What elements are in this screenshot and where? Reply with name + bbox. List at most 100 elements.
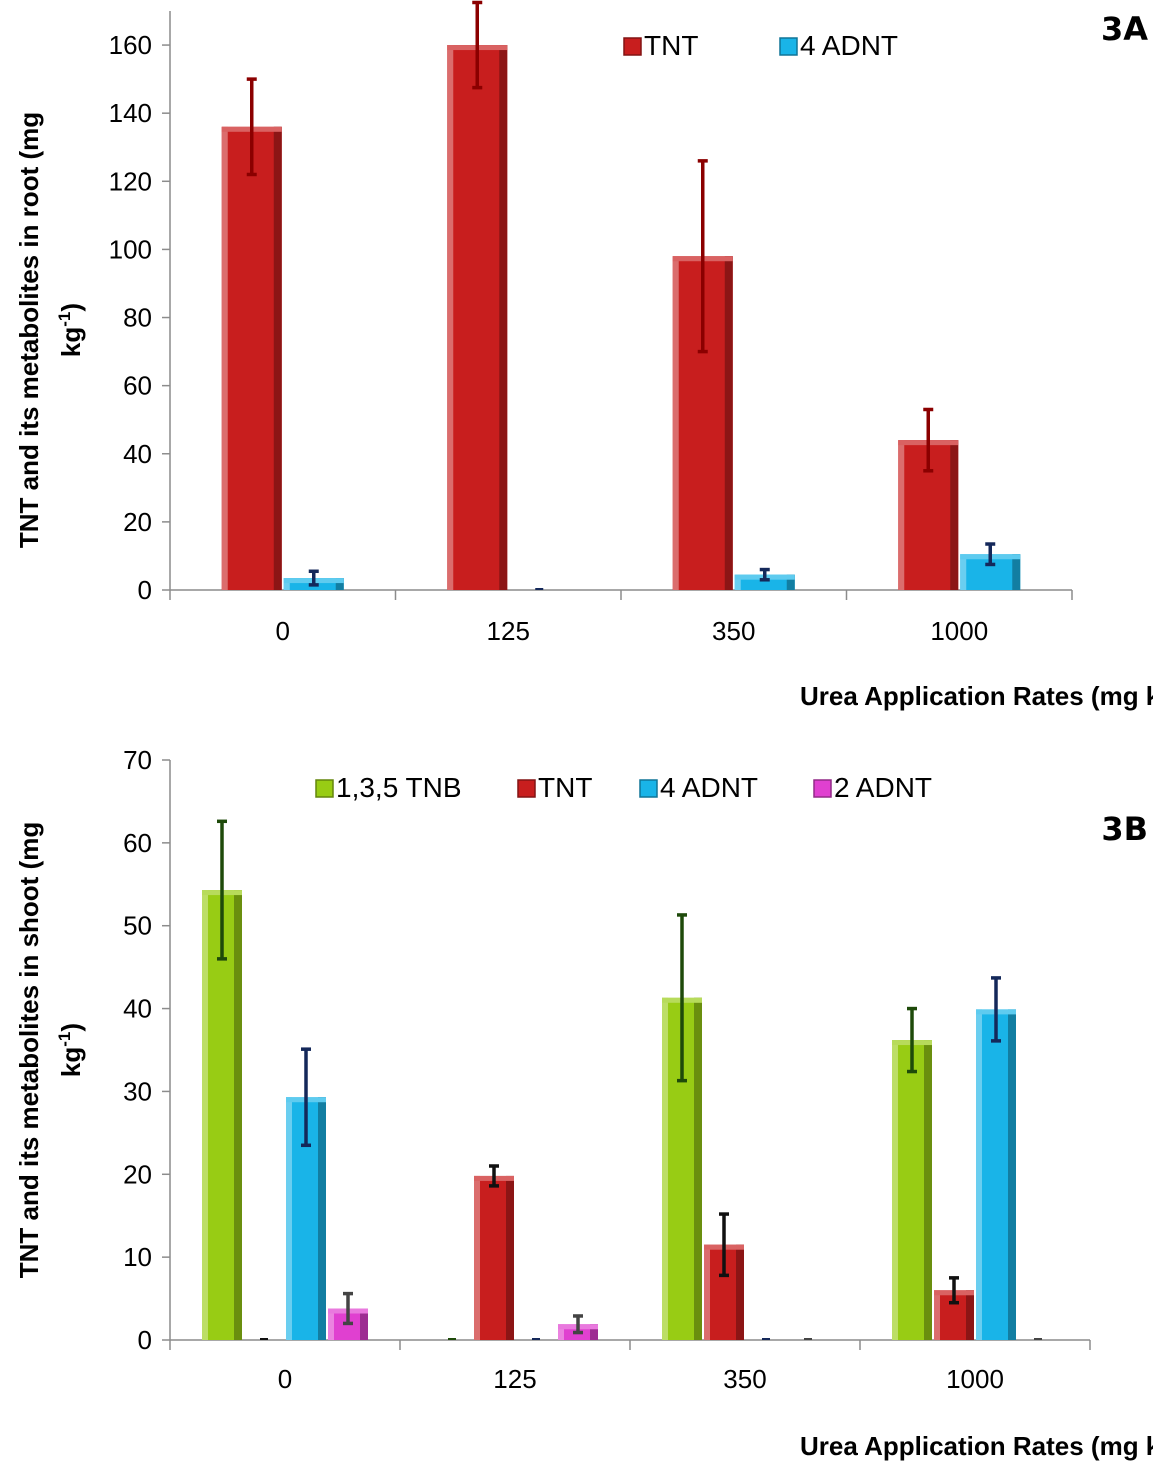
y-axis-label-3b-kg: kg	[56, 1047, 86, 1077]
chart-3b-svg: 3B Urea Application Rates (mg kg -1) TNT …	[14, 745, 1153, 1461]
x-axis-label-3a-main: Urea Application Rates (mg kg	[800, 681, 1153, 711]
legend-3b: 1,3,5 TNB TNT 4 ADNT 2 ADNT	[315, 772, 932, 803]
bar-3a-tnt-1000	[898, 407, 959, 590]
legend-swatch	[779, 37, 798, 56]
bar-shade-right	[786, 574, 795, 590]
y-axis-label-3b-line1: TNT and its metabolites in shoot (mg	[14, 822, 44, 1278]
bar-shade-right	[360, 1308, 368, 1340]
bar-highlight-left	[283, 578, 290, 590]
bar-highlight-left	[934, 1290, 940, 1340]
bar-highlight-left	[286, 1097, 292, 1340]
bar-shade-right	[736, 1244, 744, 1340]
bar-3b-1-3-5-tnb-350	[662, 913, 702, 1340]
y-axis-label-3a-line1: TNT and its metabolites in root (mg	[14, 112, 44, 548]
y-tick-label-3b-1: 10	[123, 1242, 152, 1272]
bar-shade-right	[924, 1040, 932, 1340]
legend-label: TNT	[644, 30, 698, 61]
y-tick-label-3a-6: 120	[109, 166, 152, 196]
y-tick-label-3a-8: 160	[109, 30, 152, 60]
y-axis-label-3a-sup: -1	[55, 312, 74, 327]
legend-label: TNT	[538, 772, 592, 803]
y-tick-label-3a-2: 40	[123, 439, 152, 469]
bar-3b-2-adnt-0	[328, 1291, 368, 1340]
bar-body	[447, 45, 508, 590]
bar-3b-tnt-350	[704, 1212, 744, 1340]
legend-item-3a-1: 4 ADNT	[779, 30, 898, 61]
legend-item-3b-2: 4 ADNT	[639, 772, 758, 803]
bar-3b-1-3-5-tnb-1000	[892, 1006, 932, 1340]
legend-3a: TNT 4 ADNT	[623, 30, 898, 61]
legend-item-3a-0: TNT	[623, 30, 698, 61]
legend-swatch	[517, 779, 536, 798]
y-tick-label-3a-1: 20	[123, 507, 152, 537]
bar-highlight-left	[474, 1175, 480, 1340]
y-tick-label-3b-6: 60	[123, 828, 152, 858]
bar-shade-right	[694, 997, 702, 1340]
bar-shade-right	[234, 890, 242, 1340]
bar-highlight-left	[672, 256, 679, 590]
bar-3a-4-adnt-0	[283, 569, 344, 590]
bar-shade-right	[590, 1324, 598, 1340]
legend-label: 2 ADNT	[834, 772, 932, 803]
x-axis-label-3a: Urea Application Rates (mg kg-1)	[800, 680, 1153, 711]
bar-shade-right	[318, 1097, 326, 1340]
legend-item-3b-1: TNT	[517, 772, 592, 803]
y-tick-label-3a-4: 80	[123, 303, 152, 333]
x-axis-label-3b-main: Urea Application Rates (mg kg	[800, 1431, 1153, 1461]
legend-item-3b-0: 1,3,5 TNB	[315, 772, 462, 803]
y-axis-label-3b-end: )	[56, 1023, 86, 1032]
legend-label: 4 ADNT	[660, 772, 758, 803]
panel-label-3a: 3A	[1101, 10, 1148, 48]
bar-body	[221, 126, 282, 591]
bar-highlight-left	[447, 45, 454, 590]
bar-3b-tnt-1000	[934, 1276, 974, 1340]
bar-shade-right	[950, 440, 959, 590]
legend-label: 4 ADNT	[800, 30, 898, 61]
x-tick-label-3a-1: 125	[487, 616, 530, 646]
legend-swatch	[813, 779, 832, 798]
y-tick-label-3a-5: 100	[109, 234, 152, 264]
legend-swatch	[639, 779, 658, 798]
bar-highlight-left	[221, 126, 228, 591]
legend-swatch	[315, 779, 334, 798]
chart-3a-svg: 3A Urea Application Rates (mg kg-1) TNT …	[14, 0, 1153, 711]
bar-shade-right	[966, 1290, 974, 1340]
bar-3b-1-3-5-tnb-0	[202, 819, 242, 1340]
legend-swatch	[623, 37, 642, 56]
bar-highlight-left	[328, 1308, 334, 1340]
bar-3a-tnt-125	[447, 0, 508, 590]
x-tick-label-3a-3: 1000	[930, 616, 988, 646]
y-tick-label-3b-0: 0	[138, 1325, 152, 1355]
bar-highlight-left	[898, 440, 905, 590]
bar-highlight-left	[202, 890, 208, 1340]
bar-highlight-left	[558, 1324, 564, 1340]
y-tick-label-3b-7: 70	[123, 745, 152, 775]
legend-item-3b-3: 2 ADNT	[813, 772, 932, 803]
bar-3b-tnt-125	[474, 1164, 514, 1340]
chart-panel-3a: 3A Urea Application Rates (mg kg-1) TNT …	[0, 0, 1153, 730]
x-tick-label-3a-0: 0	[276, 616, 290, 646]
bar-shade-right	[1012, 554, 1021, 590]
y-axis-label-3b-sup: -1	[55, 1032, 74, 1047]
x-tick-label-3a-2: 350	[712, 616, 755, 646]
y-axis-label-3a-end: )	[56, 303, 86, 312]
bar-3b-4-adnt-1000	[976, 976, 1016, 1340]
bar-highlight-left	[704, 1244, 710, 1340]
y-tick-label-3a-3: 60	[123, 371, 152, 401]
bar-shade-right	[724, 256, 733, 590]
bar-3a-4-adnt-1000	[960, 542, 1021, 590]
panel-label-3b: 3B	[1101, 810, 1148, 848]
x-tick-label-3b-3: 1000	[946, 1364, 1004, 1394]
chart-3b-plot: 0 10 20 30 40 50 60 70 0 125 350 1000	[123, 745, 1091, 1394]
bar-shade-right	[1008, 1009, 1016, 1340]
y-axis-label-3a-kg: kg	[56, 327, 86, 357]
bar-3a-4-adnt-350	[734, 567, 795, 590]
bar-highlight-left	[734, 574, 741, 590]
bar-highlight-left	[976, 1009, 982, 1340]
y-tick-label-3b-3: 30	[123, 1076, 152, 1106]
bar-highlight-left	[662, 997, 668, 1340]
y-tick-label-3b-5: 50	[123, 911, 152, 941]
bar-shade-right	[506, 1175, 514, 1340]
bar-3a-tnt-350	[672, 159, 733, 590]
x-tick-label-3b-0: 0	[278, 1364, 292, 1394]
